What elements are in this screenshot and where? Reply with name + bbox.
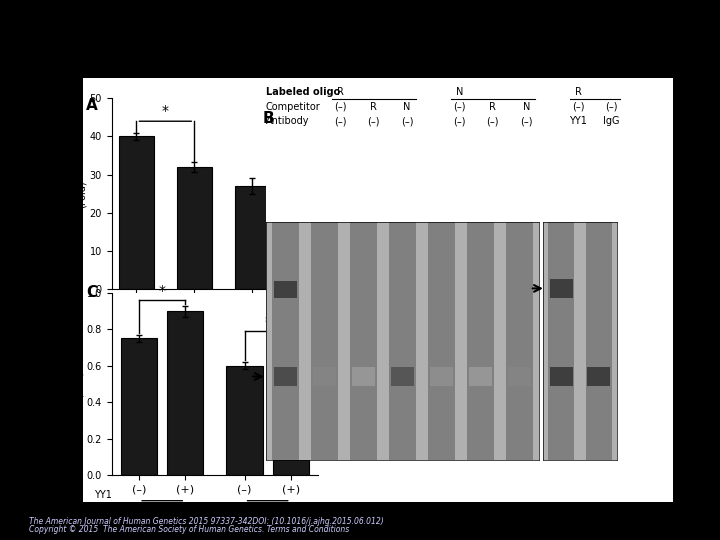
Text: *: *: [264, 315, 271, 329]
Text: Labeled oligo: Labeled oligo: [266, 87, 340, 97]
Text: R: R: [575, 87, 582, 97]
Bar: [585, 222, 611, 460]
Bar: [227, 366, 263, 475]
Text: IgG: IgG: [603, 117, 620, 126]
Bar: [271, 222, 299, 460]
Bar: [467, 222, 495, 460]
Bar: [550, 279, 572, 298]
Text: R: R: [370, 102, 377, 112]
Bar: [311, 222, 338, 460]
Text: (–): (–): [453, 102, 466, 112]
Bar: [352, 367, 375, 386]
Text: (–): (–): [520, 117, 533, 126]
Bar: [274, 281, 297, 298]
Text: N: N: [264, 508, 272, 518]
Text: Copyright © 2015  The American Society of Human Genetics. Terms and Conditions: Copyright © 2015 The American Society of…: [29, 525, 349, 534]
Bar: [273, 344, 309, 475]
Bar: [312, 367, 336, 386]
Text: (–): (–): [453, 117, 466, 126]
Bar: [508, 367, 531, 386]
Bar: [506, 222, 534, 460]
Text: (–): (–): [334, 102, 346, 112]
Text: (–): (–): [572, 102, 585, 112]
Text: (–): (–): [401, 117, 413, 126]
Bar: [121, 339, 157, 475]
Text: Competitor: Competitor: [266, 102, 320, 112]
Bar: [350, 222, 377, 460]
Text: YY1: YY1: [94, 490, 112, 500]
Text: R: R: [490, 102, 496, 112]
Bar: [119, 137, 154, 289]
Bar: [391, 367, 414, 386]
Text: (–): (–): [334, 117, 346, 126]
Text: *: *: [162, 104, 169, 118]
Text: YY1: YY1: [570, 117, 588, 126]
Bar: [549, 222, 575, 460]
Text: (–): (–): [487, 117, 499, 126]
Text: (–): (–): [367, 117, 380, 126]
Text: R: R: [337, 87, 343, 97]
Bar: [550, 367, 572, 386]
Text: C: C: [86, 285, 97, 300]
Text: N: N: [523, 102, 530, 112]
Y-axis label: Relative luciferase activity
(Fold): Relative luciferase activity (Fold): [65, 129, 86, 259]
Text: N: N: [456, 87, 463, 97]
Text: B: B: [262, 111, 274, 126]
Bar: [430, 367, 454, 386]
Y-axis label: Relative luciferase activity
(Fold): Relative luciferase activity (Fold): [62, 319, 84, 449]
Text: R: R: [158, 508, 166, 518]
Text: N: N: [403, 102, 411, 112]
Bar: [428, 222, 455, 460]
Bar: [235, 186, 269, 289]
Text: (–): (–): [606, 102, 618, 112]
Bar: [389, 222, 416, 460]
Bar: [588, 367, 610, 386]
Bar: [274, 367, 297, 386]
Text: A: A: [86, 98, 98, 113]
Bar: [177, 167, 212, 289]
Text: Antibody: Antibody: [266, 117, 310, 126]
Bar: [167, 311, 203, 475]
Text: Figure 2: Figure 2: [329, 38, 391, 53]
Bar: [469, 367, 492, 386]
Text: *: *: [158, 285, 166, 299]
Text: The American Journal of Human Genetics 2015 97337-342DOI: (10.1016/j.ajhg.2015.0: The American Journal of Human Genetics 2…: [29, 517, 384, 526]
